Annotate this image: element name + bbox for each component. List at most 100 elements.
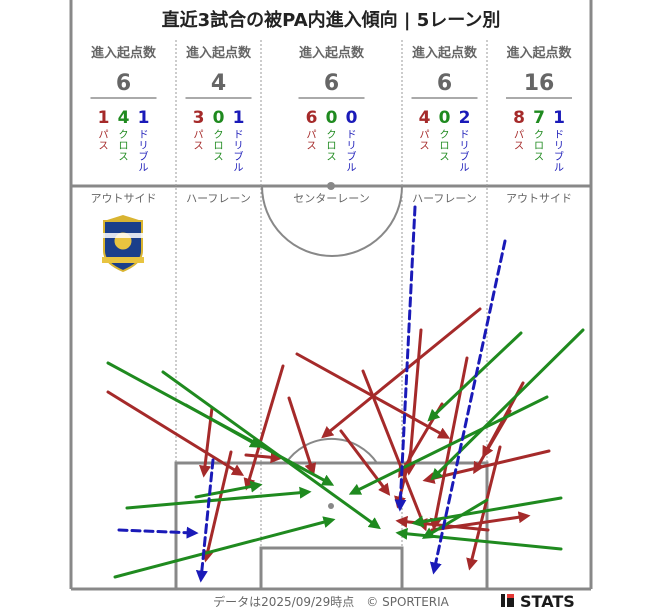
type-label-char: ブ — [139, 150, 149, 163]
penalty-arc — [285, 437, 378, 464]
pass-arrow — [339, 429, 391, 496]
lane-total: 6 — [116, 71, 131, 96]
penalty-spot — [328, 503, 334, 509]
goal-area — [259, 546, 404, 589]
type-label-char: ロ — [119, 141, 129, 152]
brand-name: STATS — [520, 592, 575, 611]
type-label-char: パ — [307, 129, 317, 141]
type-label-char: ロ — [534, 141, 544, 152]
type-label-char: リ — [554, 141, 564, 152]
type-count: 1 — [553, 108, 565, 128]
lane-name: ハーフレーン — [186, 192, 251, 205]
team-crest — [99, 215, 147, 273]
cross-arrow — [421, 498, 489, 539]
lane-header-group: 進入起点数61パス4クロス1ドリブル進入起点数43パス0クロス1ドリブル進入起点… — [90, 45, 572, 174]
type-label-char: ス — [307, 141, 317, 152]
type-label-char: ク — [214, 129, 224, 141]
footer-credit: データは2025/09/29時点 © SPORTERIA — [213, 594, 450, 609]
type-count: 8 — [513, 108, 525, 128]
type-label-char: ブ — [347, 150, 357, 163]
stats-logo-bar-2 — [507, 594, 514, 607]
type-count: 2 — [459, 108, 471, 128]
dribble-arrow — [394, 205, 417, 512]
cross-arrow — [125, 486, 312, 510]
pass-arrow — [422, 449, 551, 484]
lane-header-label: 進入起点数 — [91, 45, 157, 61]
center-spot — [327, 182, 335, 190]
pass-arrow — [473, 409, 512, 475]
lane-total: 6 — [324, 71, 339, 96]
penalty-area — [174, 461, 489, 589]
type-label-char: ド — [347, 130, 357, 141]
type-label-char: ク — [534, 129, 544, 141]
type-label-char: パ — [514, 129, 524, 141]
type-count: 4 — [419, 108, 431, 128]
type-label-char: ド — [234, 130, 244, 141]
pass-arrow — [321, 307, 482, 439]
type-label-char: ロ — [214, 141, 224, 152]
center-circle — [261, 185, 403, 257]
type-count: 3 — [193, 108, 205, 128]
type-label-char: ド — [139, 130, 149, 141]
lane-header-label: 進入起点数 — [299, 45, 365, 61]
cross-arrow — [348, 395, 549, 495]
type-label-char: リ — [460, 141, 470, 152]
cross-arrow — [430, 328, 585, 481]
type-label-char: ス — [420, 141, 430, 152]
pass-arrow — [202, 450, 233, 563]
type-label-char: パ — [194, 129, 204, 141]
type-count: 0 — [346, 108, 358, 128]
type-label-char: リ — [139, 141, 149, 152]
dribble-arrow — [429, 239, 507, 575]
type-label-char: ス — [194, 141, 204, 152]
lane-name: アウトサイド — [506, 192, 572, 205]
type-count: 7 — [533, 108, 545, 128]
pass-arrow — [361, 369, 428, 532]
lane-total: 16 — [524, 71, 555, 96]
lane-header-label: 進入起点数 — [412, 45, 478, 61]
type-label-char: パ — [99, 129, 109, 141]
type-label-char: リ — [347, 141, 357, 152]
cross-arrow — [161, 370, 381, 530]
type-label-char: ル — [554, 163, 564, 174]
type-label-char: ク — [119, 129, 129, 141]
type-label-char: ロ — [440, 141, 450, 152]
stats-logo-bar-1 — [501, 594, 505, 607]
entry-arrow-group — [106, 205, 585, 583]
pass-arrow — [403, 328, 423, 476]
stats-logo-accent — [507, 594, 514, 598]
cross-arrow — [194, 480, 263, 499]
lane-name: センターレーン — [293, 192, 369, 205]
type-count: 0 — [213, 108, 225, 128]
type-label-char: パ — [420, 129, 430, 141]
type-label-char: ブ — [460, 150, 470, 163]
type-label-char: ス — [534, 152, 544, 163]
type-label-char: リ — [234, 141, 244, 152]
chart-title: 直近3試合の被PA内進入傾向 | 5レーン別 — [162, 9, 501, 31]
type-label-char: ス — [119, 152, 129, 163]
dribble-arrow — [195, 458, 215, 583]
type-label-char: ス — [514, 141, 524, 152]
cross-arrow — [184, 403, 263, 448]
cross-arrow — [395, 527, 563, 551]
type-label-char: ル — [139, 163, 149, 174]
type-count: 0 — [326, 108, 338, 128]
type-label-char: ル — [234, 163, 244, 174]
type-label-char: ブ — [234, 150, 244, 163]
cross-arrow — [113, 516, 336, 579]
type-label-char: ル — [460, 163, 470, 174]
type-count: 0 — [439, 108, 451, 128]
type-label-char: ス — [327, 152, 337, 163]
cross-arrow — [411, 496, 563, 528]
pass-arrow — [243, 364, 285, 491]
pass-arrow — [287, 396, 317, 476]
lane-total: 4 — [211, 71, 226, 96]
lane-name: アウトサイド — [91, 192, 157, 205]
type-label-char: ク — [327, 129, 337, 141]
type-count: 4 — [118, 108, 130, 128]
lane-total: 6 — [437, 71, 452, 96]
stats-logo: STATS — [501, 592, 575, 611]
lane-name: ハーフレーン — [412, 192, 477, 205]
